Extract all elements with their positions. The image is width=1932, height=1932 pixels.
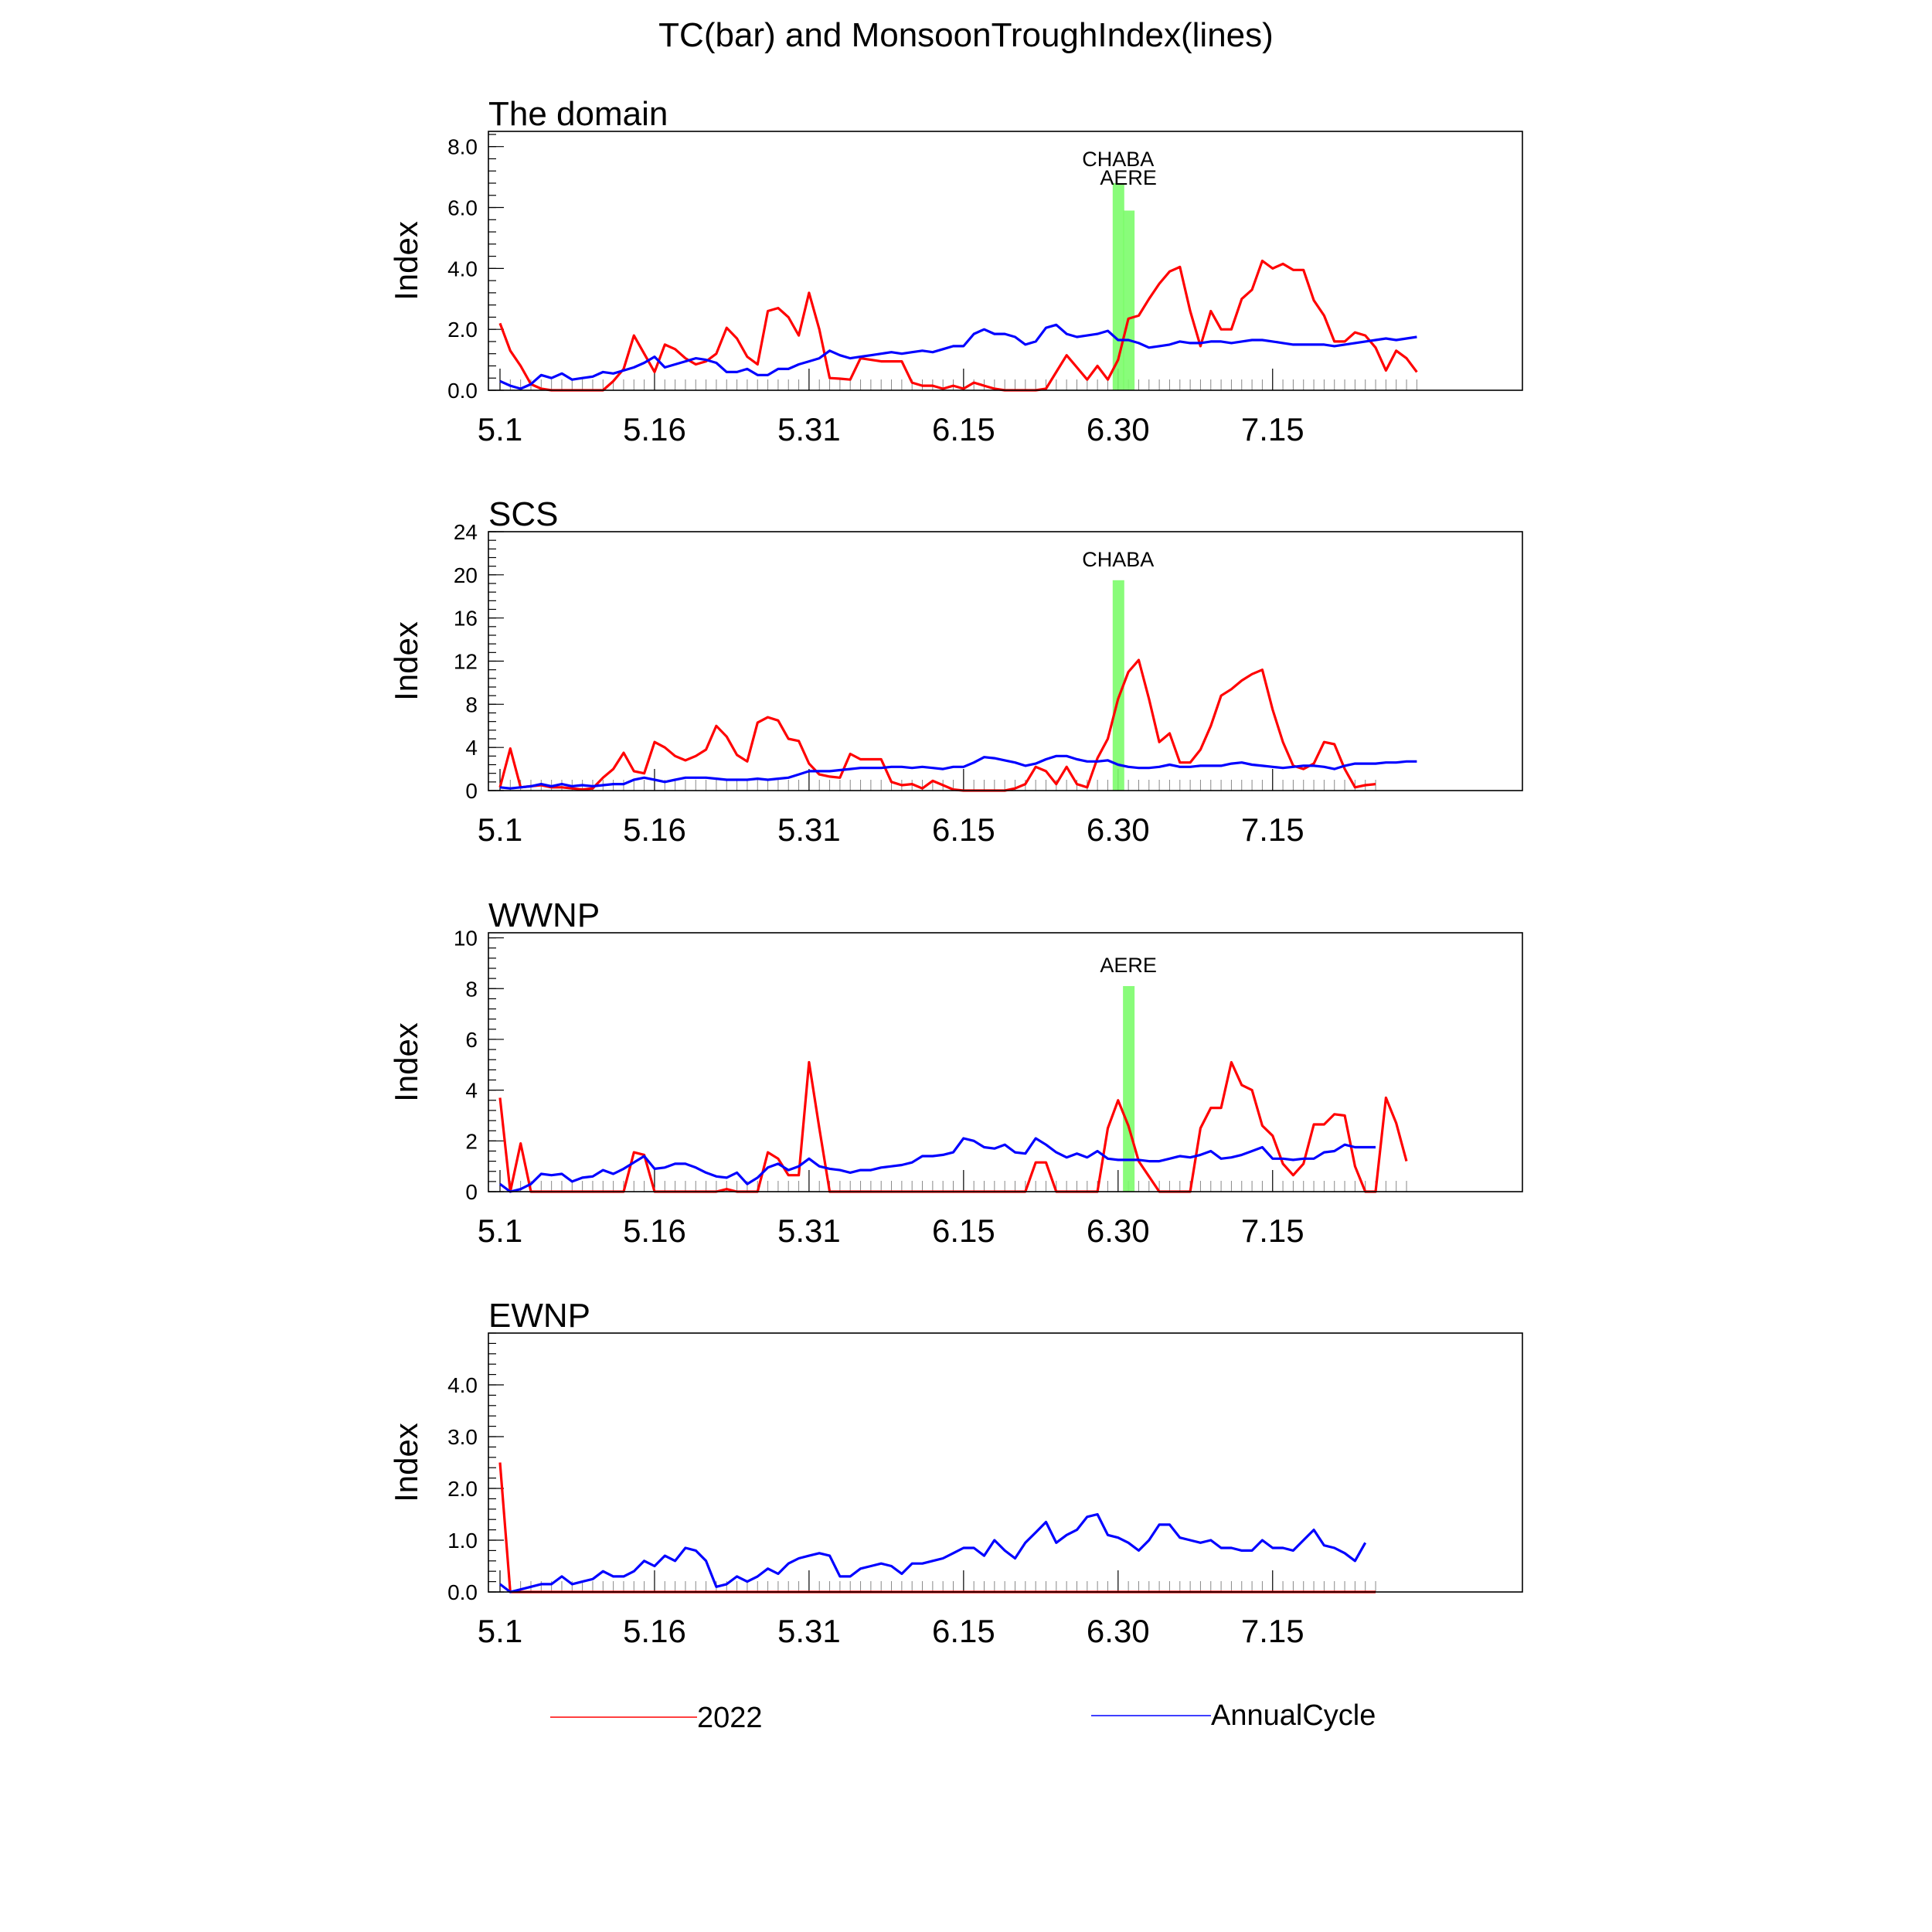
y-tick-label: 1.0 — [447, 1529, 478, 1553]
figure-title: TC(bar) and MonsoonTroughIndex(lines) — [658, 16, 1274, 54]
y-tick-label: 8 — [465, 977, 478, 1001]
legend-2022-label: 2022 — [697, 1702, 763, 1734]
tc-bar — [1123, 210, 1135, 390]
y-tick-label: 24 — [454, 520, 478, 544]
x-tick-label: 5.16 — [623, 1213, 686, 1249]
x-tick-label: 5.31 — [777, 1213, 841, 1249]
y-tick-label: 2.0 — [447, 1477, 478, 1501]
series-annualcycle-line — [499, 1512, 1367, 1594]
plot-frame — [488, 932, 1523, 1192]
series-annualcycle-line — [499, 1137, 1376, 1193]
x-tick-label: 5.31 — [777, 411, 841, 447]
y-axis-label: Index — [388, 221, 424, 301]
tc-bar-label: AERE — [1100, 166, 1157, 189]
x-tick-label: 5.16 — [623, 1613, 686, 1649]
plot-frame — [488, 531, 1523, 791]
tc-bar-label: CHABA — [1082, 548, 1154, 571]
y-axis-label: Index — [388, 1423, 424, 1502]
series-2022-line — [498, 259, 1418, 392]
tc-bar-label: CHABA — [1082, 148, 1154, 171]
y-tick-label: 8 — [465, 692, 478, 716]
x-tick-label: 5.16 — [623, 811, 686, 848]
x-tick-label: 6.15 — [932, 1213, 995, 1249]
x-tick-label: 5.1 — [478, 411, 522, 447]
y-tick-label: 10 — [454, 927, 478, 951]
legend: 2022 AnnualCycle — [550, 1699, 1376, 1734]
x-tick-label: 6.30 — [1087, 1213, 1150, 1249]
y-tick-label: 4 — [465, 736, 478, 760]
legend-annualcycle-label: AnnualCycle — [1211, 1699, 1376, 1732]
y-tick-label: 0.0 — [447, 379, 478, 403]
y-axis-label: Index — [388, 1022, 424, 1102]
series-annualcycle-line — [499, 754, 1417, 790]
y-tick-label: 0 — [465, 1180, 478, 1204]
y-axis-label: Index — [388, 621, 424, 701]
x-tick-label: 7.15 — [1241, 1213, 1304, 1249]
y-tick-label: 8.0 — [447, 135, 478, 159]
y-tick-label: 2.0 — [447, 318, 478, 342]
x-tick-label: 7.15 — [1241, 811, 1304, 848]
panel-1: SCS Index 0 4 8 12 16 20 24 5.1 5.16 5.31 6.15 6.30 7.… — [388, 495, 1523, 848]
y-tick-label: 2 — [465, 1129, 478, 1153]
y-tick-label: 16 — [454, 607, 478, 631]
tc-bar — [1112, 580, 1124, 791]
x-tick-label: 6.15 — [932, 411, 995, 447]
panel-0: The domain Index 0.0 2.0 4.0 6.0 8.0 5.1 5.16 5.3… — [388, 95, 1523, 447]
x-tick-label: 5.16 — [623, 411, 686, 447]
y-tick-label: 4.0 — [447, 257, 478, 281]
panel-title: SCS — [488, 495, 558, 533]
plot-frame — [488, 131, 1523, 391]
y-tick-label: 6 — [465, 1028, 478, 1052]
x-tick-label: 5.1 — [478, 1213, 522, 1249]
panel-3: EWNP Index 0.0 1.0 2.0 3.0 4.0 5.1 5.16 5.31 6.15 6… — [388, 1297, 1523, 1649]
x-tick-label: 6.15 — [932, 811, 995, 848]
y-tick-label: 0 — [465, 779, 478, 803]
x-tick-label: 5.31 — [777, 1613, 841, 1649]
x-tick-label: 6.30 — [1087, 411, 1150, 447]
series-2022-line — [498, 658, 1376, 792]
plot-frame — [488, 1332, 1523, 1593]
panel-title: EWNP — [488, 1297, 590, 1335]
panel-title: The domain — [488, 95, 668, 133]
x-tick-label: 7.15 — [1241, 1613, 1304, 1649]
x-tick-label: 6.15 — [932, 1613, 995, 1649]
y-tick-label: 0.0 — [447, 1580, 478, 1604]
x-tick-label: 6.30 — [1087, 811, 1150, 848]
y-tick-label: 4.0 — [447, 1373, 478, 1397]
y-tick-label: 3.0 — [447, 1425, 478, 1449]
x-tick-label: 7.15 — [1241, 411, 1304, 447]
panel-title: WWNP — [488, 896, 600, 934]
x-tick-label: 5.1 — [478, 1613, 522, 1649]
x-tick-label: 5.31 — [777, 811, 841, 848]
y-tick-label: 20 — [454, 563, 478, 587]
tc-bar-label: AERE — [1100, 954, 1157, 977]
series-annualcycle-line — [499, 323, 1417, 390]
y-tick-label: 12 — [454, 650, 478, 674]
x-tick-label: 5.1 — [478, 811, 522, 848]
panel-2: WWNP Index 0 2 4 6 8 10 5.1 5.16 5.31 6.15 6.30 7.15 A… — [388, 896, 1523, 1249]
x-tick-label: 6.30 — [1087, 1613, 1150, 1649]
series-2022-line — [498, 1060, 1408, 1193]
y-tick-label: 4 — [465, 1079, 478, 1103]
y-tick-label: 6.0 — [447, 196, 478, 220]
